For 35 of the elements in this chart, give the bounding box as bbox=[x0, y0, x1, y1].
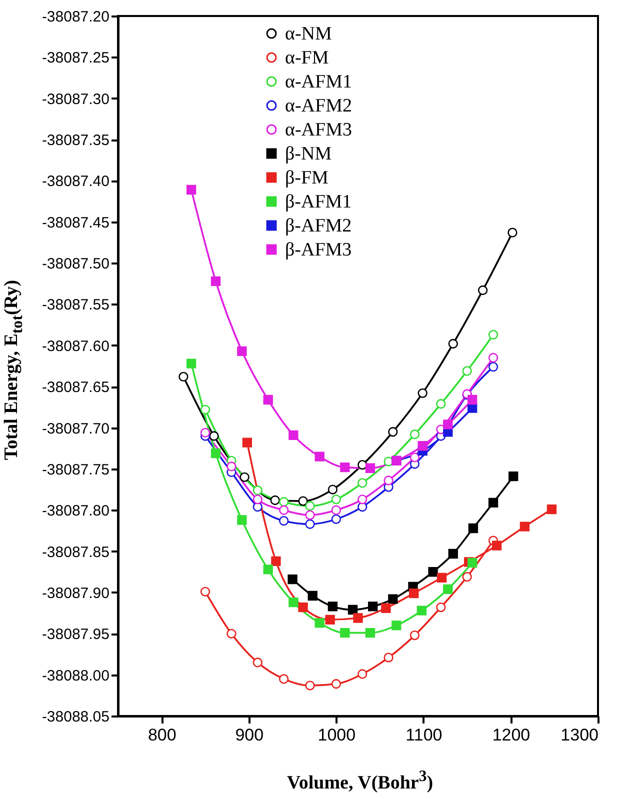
x-tick-label: 1000 bbox=[318, 726, 356, 744]
legend-label: β-FM bbox=[285, 168, 329, 188]
y-tick-label: -38087.25 bbox=[42, 50, 110, 67]
legend-label: β-AFM2 bbox=[285, 216, 352, 236]
legend-label: α-AFM2 bbox=[285, 96, 352, 116]
legend-label: α-AFM3 bbox=[285, 120, 352, 140]
legend-label: α-AFM1 bbox=[285, 72, 352, 92]
legend-label: α-NM bbox=[285, 24, 332, 44]
y-tick-label: -38087.20 bbox=[42, 8, 110, 26]
y-tick-label: -38087.75 bbox=[42, 461, 110, 478]
x-tick-label: 1200 bbox=[492, 726, 530, 744]
x-axis-title: Volume, V(Bohr$^{3}$) bbox=[286, 768, 434, 794]
legend-label: β-NM bbox=[285, 144, 332, 164]
y-tick-label: -38087.50 bbox=[42, 256, 110, 273]
y-tick-label: -38087.30 bbox=[42, 90, 110, 108]
x-tick-label: 1300 bbox=[560, 726, 598, 744]
x-tick-label: 800 bbox=[148, 726, 176, 744]
y-tick-label: -38088.05 bbox=[42, 708, 110, 726]
legend-label: β-AFM3 bbox=[285, 240, 352, 260]
legend-label: α-FM bbox=[285, 48, 329, 68]
y-tick-label: -38087.45 bbox=[42, 214, 110, 232]
y-tick-label: -38087.70 bbox=[42, 420, 110, 438]
y-tick-label: -38087.80 bbox=[42, 502, 110, 520]
y-tick-label: -38087.85 bbox=[42, 544, 110, 561]
y-tick-label: -38087.40 bbox=[42, 173, 110, 190]
y-tick-label: -38087.95 bbox=[42, 626, 110, 644]
x-tick-label: 900 bbox=[235, 726, 264, 744]
x-tick-label: 1100 bbox=[406, 726, 442, 744]
legend-label: β-AFM1 bbox=[285, 192, 352, 212]
y-tick-label: -38088.00 bbox=[42, 667, 110, 684]
y-tick-label: -38087.60 bbox=[42, 338, 110, 355]
y-tick-label: -38087.35 bbox=[42, 132, 110, 150]
y-tick-label: -38087.90 bbox=[42, 584, 110, 602]
y-tick-label: -38087.55 bbox=[42, 296, 110, 314]
y-tick-label: -38087.65 bbox=[42, 379, 110, 396]
